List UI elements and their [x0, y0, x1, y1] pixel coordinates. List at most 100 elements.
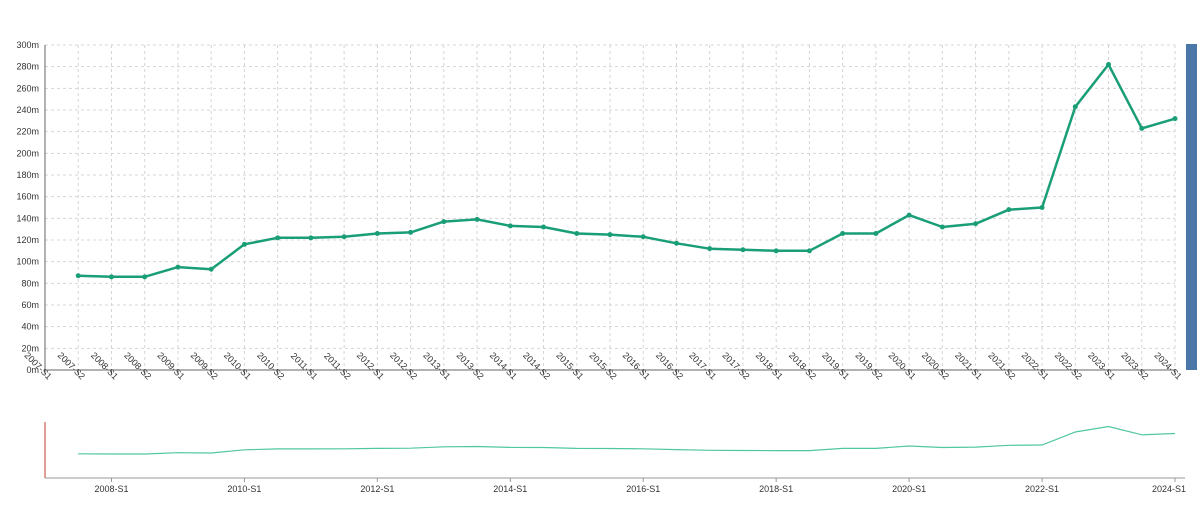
x-tick-label: 2007-S2	[56, 350, 87, 381]
data-point[interactable]	[1139, 125, 1145, 131]
data-point[interactable]	[75, 273, 81, 279]
x-tick-label: 2014-S1	[488, 350, 519, 381]
data-point[interactable]	[1006, 207, 1012, 213]
x-tick-label: 2017-S1	[687, 350, 718, 381]
data-point[interactable]	[541, 224, 547, 230]
data-point[interactable]	[507, 223, 513, 229]
series-line	[78, 63, 1176, 279]
x-tick-label: 2011-S1	[289, 351, 320, 382]
y-tick-label: 260m	[16, 83, 39, 93]
x-tick-label: 2014-S2	[521, 350, 552, 381]
data-point[interactable]	[408, 229, 414, 235]
data-point[interactable]	[906, 212, 912, 218]
navigator-tick-label: 2022-S1	[1025, 484, 1059, 494]
navigator-tick-label: 2012-S1	[360, 484, 394, 494]
navigator-tick-label: 2008-S1	[94, 484, 128, 494]
data-point[interactable]	[374, 231, 380, 236]
grid	[44, 44, 1176, 371]
x-tick-label: 2015-S1	[554, 350, 585, 381]
x-tick-label: 2012-S1	[355, 350, 386, 381]
y-tick-label: 300m	[16, 40, 39, 50]
x-tick-label: 2011-S2	[322, 351, 353, 382]
y-tick-label: 140m	[16, 213, 39, 223]
x-tick-label: 2018-S1	[754, 350, 785, 381]
y-tick-label: 120m	[16, 235, 39, 245]
data-point[interactable]	[341, 234, 347, 240]
x-tick-label: 2009-S1	[155, 350, 186, 381]
data-point[interactable]	[806, 248, 812, 254]
y-axis: 0m 20m 40m 60m 80m 100m 120m 140m 160m 180m 200m 22…	[16, 40, 46, 375]
data-point[interactable]	[640, 234, 646, 240]
data-point[interactable]	[474, 216, 480, 222]
navigator-tick-label: 2010-S1	[227, 484, 261, 494]
x-tick-label: 2018-S2	[787, 350, 818, 381]
data-point[interactable]	[142, 274, 148, 280]
data-point[interactable]	[773, 248, 779, 254]
x-tick-label: 2010-S1	[222, 350, 253, 381]
data-point[interactable]	[308, 235, 314, 241]
x-tick-label: 2009-S2	[189, 350, 220, 381]
y-tick-label: 160m	[16, 192, 39, 202]
data-point[interactable]	[574, 231, 580, 236]
data-point[interactable]	[607, 232, 613, 238]
vertical-scrollbar[interactable]	[1186, 44, 1197, 370]
y-tick-label: 0m	[26, 365, 39, 375]
x-tick-label: 2015-S2	[588, 350, 619, 381]
navigator-tick-label: 2014-S1	[493, 484, 527, 494]
series	[75, 62, 1178, 280]
x-tick-label: 2022-S1	[1020, 350, 1051, 381]
y-tick-label: 40m	[21, 322, 39, 332]
navigator-tick-label: 2018-S1	[759, 484, 793, 494]
y-tick-label: 60m	[21, 300, 39, 310]
data-point[interactable]	[1072, 104, 1078, 110]
data-point[interactable]	[1106, 62, 1112, 67]
y-tick-label: 240m	[16, 105, 39, 115]
x-tick-label: 2021-S2	[986, 350, 1017, 381]
x-tick-label: 2023-S2	[1119, 350, 1150, 381]
y-tick-label: 280m	[16, 62, 39, 72]
data-point[interactable]	[441, 219, 447, 225]
data-point[interactable]	[275, 235, 281, 241]
x-tick-label: 2013-S1	[421, 350, 452, 381]
x-tick-label: 2016-S2	[654, 350, 685, 381]
x-tick-label: 2017-S2	[720, 350, 751, 381]
data-point[interactable]	[707, 246, 713, 252]
x-tick-label: 2019-S1	[820, 350, 851, 381]
navigator-tick-label: 2024-S1	[1152, 484, 1186, 494]
x-tick-label: 2008-S1	[89, 350, 120, 381]
navigator-tick-label: 2020-S1	[892, 484, 926, 494]
data-point[interactable]	[208, 266, 214, 272]
y-tick-label: 100m	[16, 257, 39, 267]
x-tick-label: 2008-S2	[122, 350, 153, 381]
data-point[interactable]	[840, 231, 846, 236]
x-tick-label: 2019-S2	[853, 350, 884, 381]
data-point[interactable]	[939, 224, 945, 230]
data-point[interactable]	[673, 240, 679, 246]
y-tick-label: 20m	[21, 343, 39, 353]
x-tick-label: 2016-S1	[621, 350, 652, 381]
data-point[interactable]	[1039, 205, 1045, 210]
data-point[interactable]	[973, 221, 979, 227]
navigator[interactable]: 2008-S1 2010-S1 2012-S1 2014-S1 2016-S1 2018-…	[44, 422, 1186, 494]
y-tick-label: 80m	[21, 278, 39, 288]
y-tick-label: 200m	[16, 148, 39, 158]
x-axis: 2007-S1 2007-S2 2008-S1 2008-S2 2009-S1 2009-…	[23, 350, 1184, 381]
x-tick-label: 2013-S2	[455, 350, 486, 381]
x-tick-label: 2010-S2	[255, 350, 286, 381]
navigator-tick-label: 2016-S1	[626, 484, 660, 494]
data-point[interactable]	[108, 274, 114, 280]
y-tick-label: 180m	[16, 170, 39, 180]
data-point[interactable]	[740, 247, 746, 253]
x-tick-label: 2020-S1	[887, 350, 918, 381]
x-tick-label: 2022-S2	[1053, 350, 1084, 381]
x-tick-label: 2024-S1	[1153, 350, 1184, 381]
data-point[interactable]	[873, 231, 879, 236]
navigator-line	[78, 425, 1176, 455]
data-point[interactable]	[175, 264, 181, 270]
data-point[interactable]	[241, 241, 247, 247]
x-tick-label: 2021-S1	[953, 350, 984, 381]
data-point[interactable]	[1172, 116, 1178, 122]
x-tick-label: 2012-S2	[388, 350, 419, 381]
